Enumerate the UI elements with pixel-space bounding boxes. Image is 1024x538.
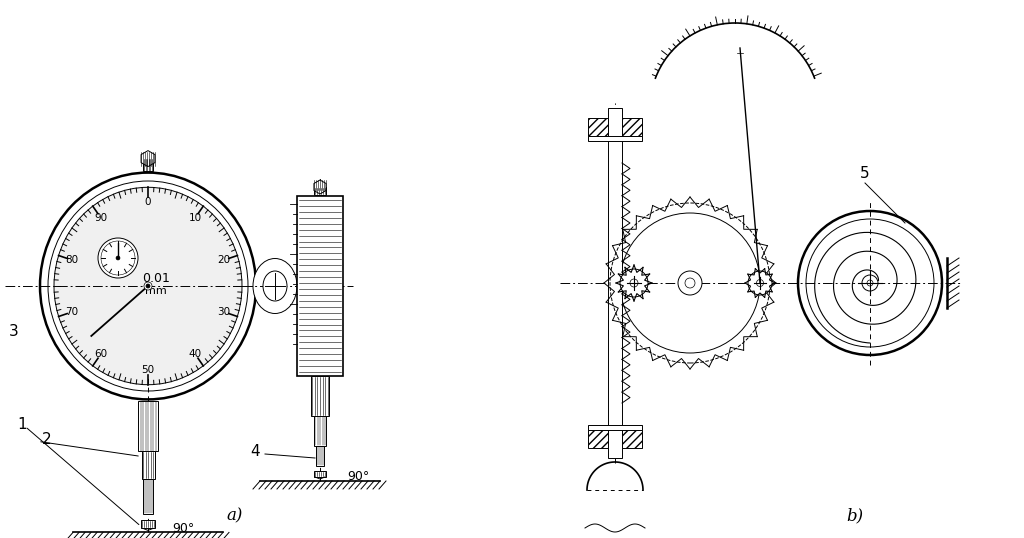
Text: 70: 70 (66, 307, 79, 317)
Bar (142, 451, 155, 479)
Bar (311, 376, 329, 416)
Bar (138, 401, 158, 451)
Bar (316, 446, 324, 466)
Bar (297, 196, 343, 376)
Ellipse shape (40, 173, 256, 399)
Circle shape (806, 219, 934, 347)
Text: 4: 4 (250, 443, 260, 458)
Text: 0.01: 0.01 (142, 272, 170, 285)
Text: 1: 1 (17, 417, 27, 432)
Circle shape (685, 278, 695, 288)
Ellipse shape (54, 187, 242, 385)
Bar (588, 425, 642, 430)
Text: 20: 20 (217, 255, 230, 265)
Text: mm: mm (145, 286, 167, 296)
Text: 5: 5 (860, 166, 869, 181)
Bar (588, 136, 642, 141)
Bar (608, 108, 622, 458)
Bar (588, 430, 608, 448)
Circle shape (862, 275, 878, 291)
Circle shape (98, 238, 138, 278)
Polygon shape (141, 151, 155, 167)
Circle shape (101, 241, 135, 275)
Bar (622, 118, 642, 136)
Text: 80: 80 (66, 255, 79, 265)
Circle shape (678, 271, 702, 295)
Circle shape (620, 213, 760, 353)
Bar (314, 471, 326, 477)
Text: 90°: 90° (172, 522, 195, 535)
Text: 3: 3 (9, 323, 18, 338)
Polygon shape (314, 180, 326, 194)
Circle shape (757, 280, 764, 287)
Bar (622, 430, 642, 448)
Bar (314, 187, 326, 195)
Bar (143, 479, 153, 514)
Text: 50: 50 (141, 365, 155, 375)
Bar (141, 520, 155, 528)
Text: 60: 60 (94, 349, 108, 359)
Text: 0: 0 (144, 197, 152, 207)
Text: 40: 40 (188, 349, 202, 359)
Text: 30: 30 (217, 307, 230, 317)
Text: 2: 2 (42, 432, 51, 447)
Text: 90°: 90° (347, 471, 369, 484)
Circle shape (116, 256, 120, 260)
Bar (143, 159, 153, 171)
Circle shape (146, 284, 150, 288)
Text: b): b) (847, 507, 863, 525)
Ellipse shape (253, 258, 297, 314)
Circle shape (748, 271, 772, 295)
Circle shape (867, 280, 873, 286)
Ellipse shape (263, 271, 287, 301)
Circle shape (144, 282, 152, 290)
Circle shape (620, 269, 648, 297)
Bar (588, 118, 608, 136)
Circle shape (798, 211, 942, 355)
Text: 10: 10 (188, 213, 202, 223)
Text: a): a) (226, 507, 243, 525)
Ellipse shape (48, 181, 248, 391)
Circle shape (630, 279, 638, 287)
Text: 90: 90 (94, 213, 108, 223)
Bar (314, 416, 326, 446)
